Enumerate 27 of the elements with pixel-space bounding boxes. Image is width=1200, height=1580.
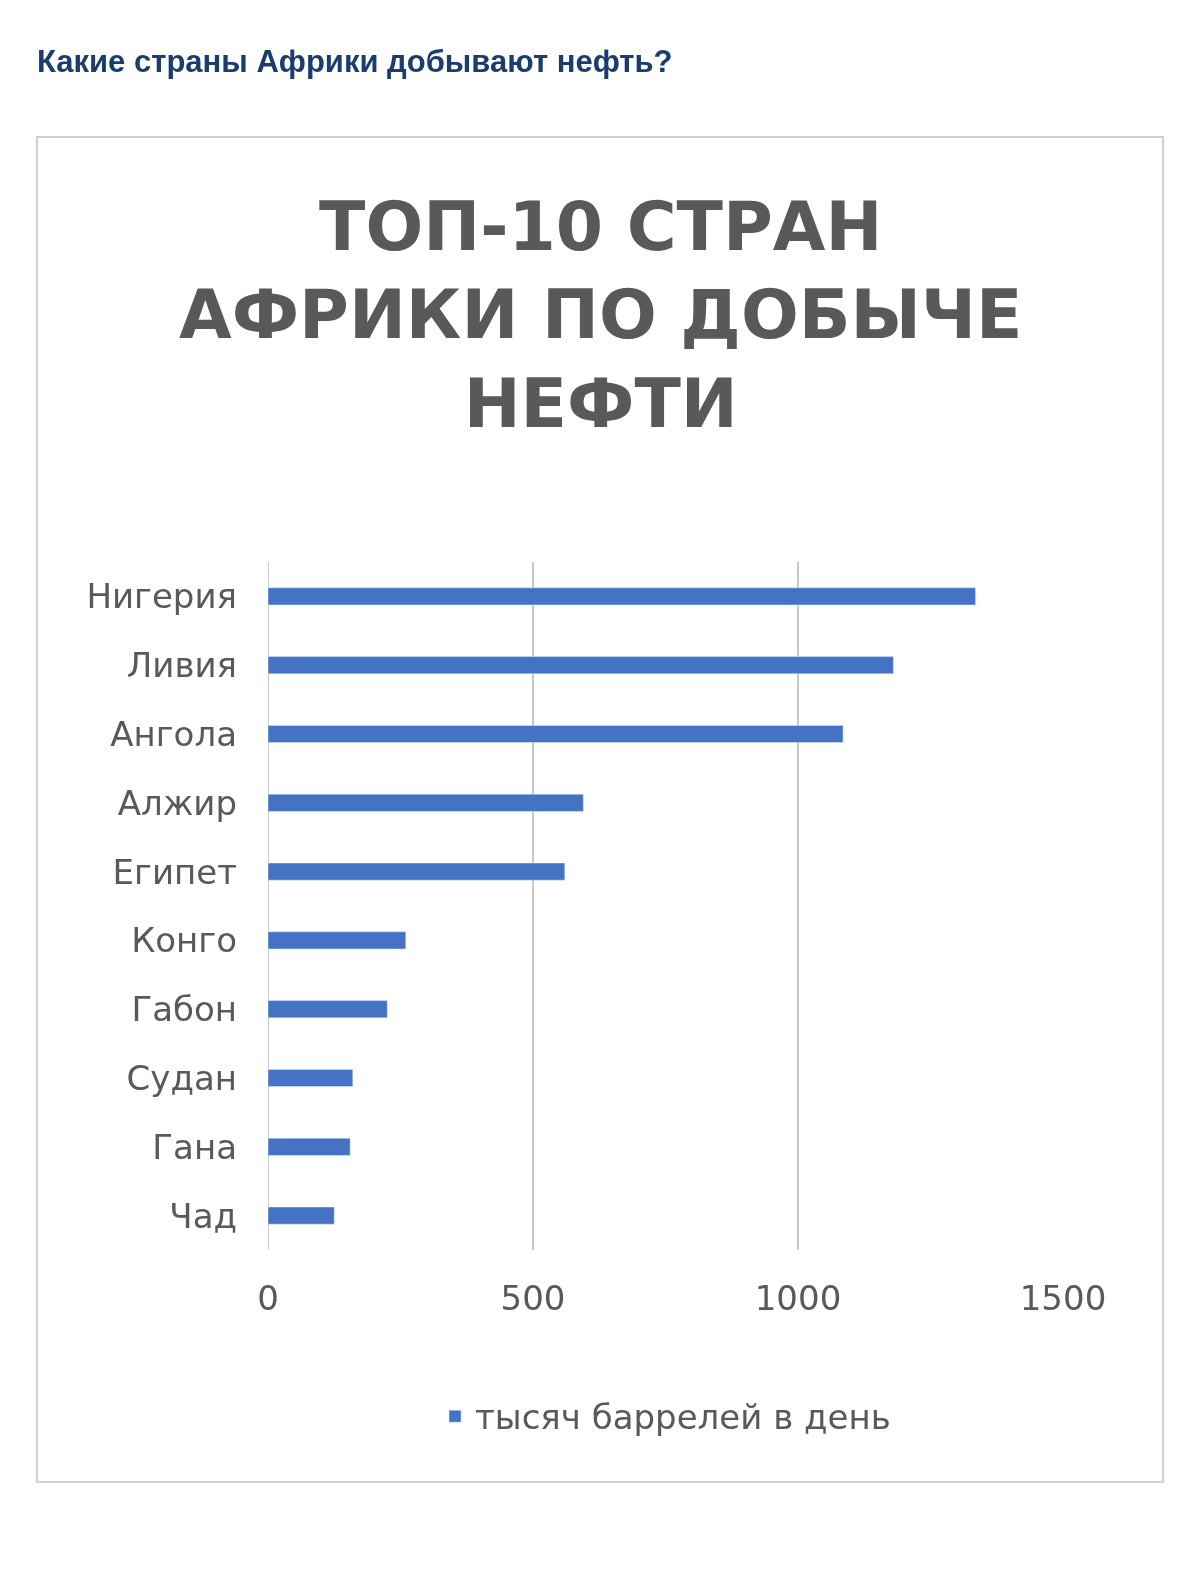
x-tick-label: 1000 bbox=[754, 1278, 842, 1318]
chart-subtitle: ТОП-10 СТРАН АФРИКИ ПО ДОБЫЧЕ НЕФТИ bbox=[179, 187, 1023, 443]
bar bbox=[268, 1000, 388, 1019]
y-tick-label: Нигерия bbox=[86, 576, 237, 617]
bar bbox=[268, 793, 584, 812]
bar bbox=[268, 1206, 335, 1225]
bar bbox=[268, 587, 976, 606]
y-tick-label: Судан bbox=[126, 1057, 237, 1098]
y-tick-label: Конго bbox=[131, 920, 237, 961]
y-tick-label: Гана bbox=[152, 1126, 237, 1167]
bar bbox=[268, 862, 566, 881]
y-tick-label: Алжир bbox=[117, 782, 237, 823]
bar bbox=[268, 656, 894, 675]
x-tick-label: 500 bbox=[500, 1278, 566, 1318]
bar bbox=[268, 931, 407, 950]
chart-title: Какие страны Африки добывают нефть? bbox=[37, 43, 673, 79]
y-tick-label: Ангола bbox=[110, 713, 237, 754]
y-tick-label: Чад bbox=[169, 1195, 237, 1236]
x-tick-label: 0 bbox=[257, 1278, 279, 1318]
y-tick-label: Ливия bbox=[126, 645, 237, 686]
y-tick-label: Габон bbox=[131, 989, 237, 1030]
bar bbox=[268, 1069, 354, 1087]
x-tick-label: 1500 bbox=[1019, 1278, 1107, 1318]
bar bbox=[268, 1137, 351, 1156]
legend-label: тысяч баррелей в день bbox=[475, 1397, 891, 1438]
y-tick-label: Египет bbox=[112, 851, 237, 892]
bar bbox=[268, 725, 844, 743]
